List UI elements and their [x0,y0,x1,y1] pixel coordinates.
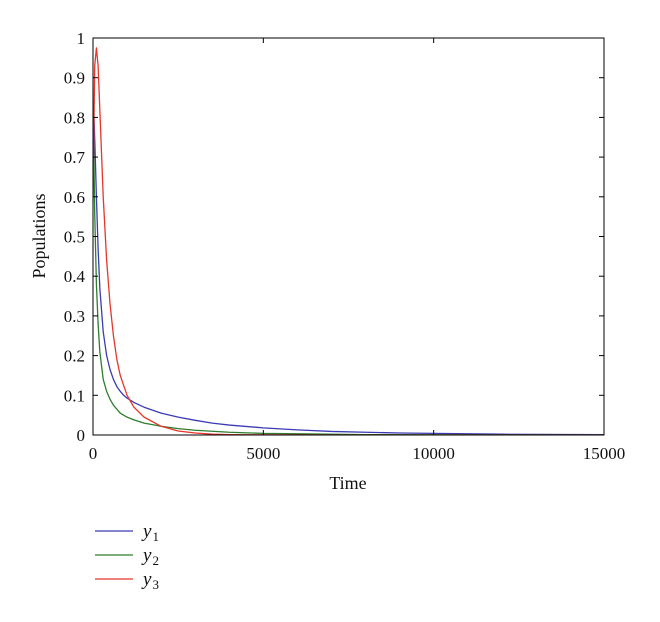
x-axis-title: Time [329,473,366,493]
y-tick-label: 0.3 [64,307,85,326]
x-tick-label: 15000 [583,444,626,463]
y-tick-label: 0.4 [64,267,86,286]
x-tick-label: 5000 [246,444,280,463]
y-tick-label: 0.1 [64,386,85,405]
legend-label-y3: y3 [141,569,159,592]
plot-background [93,38,604,435]
y-tick-label: 0.2 [64,347,85,366]
y-tick-label: 0 [77,426,86,445]
x-tick-label: 0 [89,444,98,463]
y-tick-label: 0.6 [64,188,85,207]
legend-label-y2: y2 [141,545,159,568]
y-axis-title: Populations [29,193,49,278]
x-tick-label: 10000 [412,444,455,463]
y-tick-label: 0.5 [64,228,85,247]
y-tick-label: 0.7 [64,148,86,167]
legend-label-y1: y1 [141,521,159,544]
y-tick-label: 0.8 [64,108,85,127]
tick-layer: 0 5000 10000 15000 0 0.1 0.2 0.3 0.4 0.5 0.6 0.7 0.8… [64,29,626,463]
y-tick-label: 0.9 [64,69,85,88]
series-line-y2 [93,132,604,435]
y-tick-label: 1 [77,29,86,48]
series-line-y1 [93,116,604,435]
